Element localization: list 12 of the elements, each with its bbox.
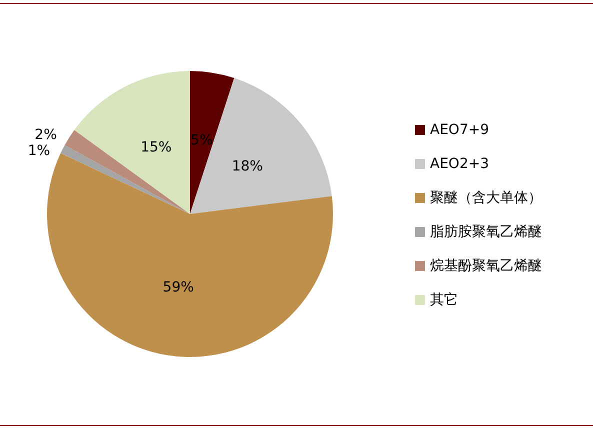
data-label: 5% <box>190 132 213 148</box>
legend-label: 脂肪胺聚氧乙烯醚 <box>430 224 542 240</box>
data-label: 18% <box>232 158 263 175</box>
legend-label: 烷基酚聚氧乙烯醚 <box>430 258 542 274</box>
data-label: 1% <box>28 143 50 160</box>
legend-label: AEO2+3 <box>430 156 489 172</box>
legend-label: 聚醚（含大单体） <box>430 190 542 206</box>
legend-label: AEO7+9 <box>430 122 489 138</box>
data-label: 2% <box>34 127 57 144</box>
data-label: 15% <box>140 140 172 156</box>
legend-label: 其它 <box>430 292 458 308</box>
data-label: 59% <box>162 280 194 296</box>
